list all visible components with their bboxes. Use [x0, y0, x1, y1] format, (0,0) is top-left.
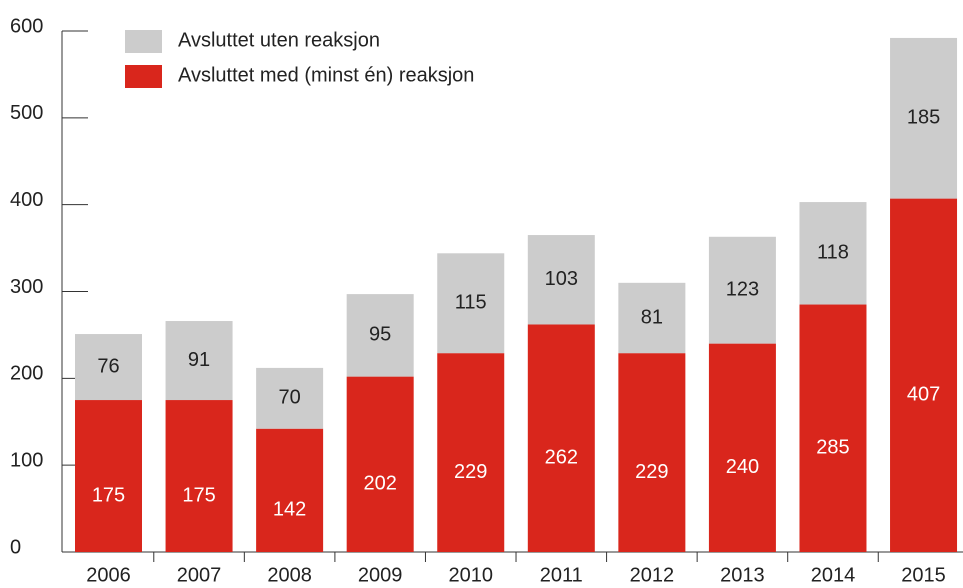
- bar-segment: [346, 294, 414, 377]
- x-tick-label: 2013: [720, 564, 765, 586]
- x-tick-label: 2015: [901, 564, 946, 586]
- value-label: 115: [455, 292, 487, 314]
- value-label: 407: [907, 384, 940, 406]
- y-tick-label: 0: [10, 536, 21, 558]
- x-tick-label: 2012: [630, 564, 675, 586]
- bar-segment: [890, 198, 958, 553]
- value-label: 118: [817, 242, 849, 264]
- value-label: 103: [545, 268, 578, 290]
- value-label: 123: [726, 278, 759, 300]
- bar-segment: [256, 428, 324, 552]
- value-label: 76: [97, 355, 119, 377]
- y-tick-label: 400: [10, 189, 43, 211]
- y-tick-label: 200: [10, 363, 43, 385]
- value-label: 229: [454, 461, 487, 483]
- legend-swatch: [125, 30, 162, 53]
- value-label: 70: [278, 387, 300, 409]
- legend-swatch: [125, 65, 162, 88]
- bar-segment: [890, 37, 958, 199]
- x-tick-label: 2009: [358, 564, 403, 586]
- x-tick-label: 2011: [540, 564, 583, 586]
- y-tick-label: 500: [10, 102, 43, 124]
- bar-segment: [799, 202, 867, 305]
- legend-label: Avsluttet med (minst én) reaksjon: [178, 64, 474, 86]
- bar-segment: [165, 321, 233, 401]
- bar-segment: [75, 334, 142, 401]
- y-tick-label: 100: [10, 449, 43, 471]
- value-label: 91: [188, 349, 210, 371]
- bar-segment: [799, 304, 867, 552]
- value-label: 175: [92, 484, 125, 506]
- x-tick-label: 2014: [811, 564, 856, 586]
- bar-segment: [527, 324, 595, 552]
- x-tick-label: 2008: [267, 564, 312, 586]
- bar-segment: [437, 353, 505, 552]
- y-tick-label: 600: [10, 15, 43, 37]
- value-label: 185: [907, 107, 940, 129]
- bar-segment: [708, 236, 776, 344]
- bar-segment: [346, 376, 414, 552]
- value-label: 240: [726, 456, 759, 478]
- bar-segment: [708, 343, 776, 552]
- value-label: 202: [363, 473, 396, 495]
- value-label: 95: [369, 324, 391, 346]
- y-tick-label: 300: [10, 276, 43, 298]
- bar-segment: [165, 400, 233, 552]
- bar-segment: [437, 253, 505, 354]
- value-label: 285: [816, 437, 849, 459]
- value-label: 175: [182, 484, 215, 506]
- legend-label: Avsluttet uten reaksjon: [178, 29, 380, 51]
- bar-segment: [618, 353, 686, 552]
- value-label: 142: [273, 499, 306, 521]
- x-tick-label: 2010: [448, 564, 493, 586]
- bar-segment: [527, 235, 595, 325]
- bar-segment: [256, 367, 324, 429]
- value-label: 262: [545, 447, 578, 469]
- x-tick-label: 2006: [86, 564, 131, 586]
- value-label: 81: [641, 306, 663, 328]
- value-label: 229: [635, 461, 668, 483]
- bar-segment: [618, 282, 686, 354]
- x-tick-label: 2007: [177, 564, 222, 586]
- bar-segment: [75, 400, 142, 552]
